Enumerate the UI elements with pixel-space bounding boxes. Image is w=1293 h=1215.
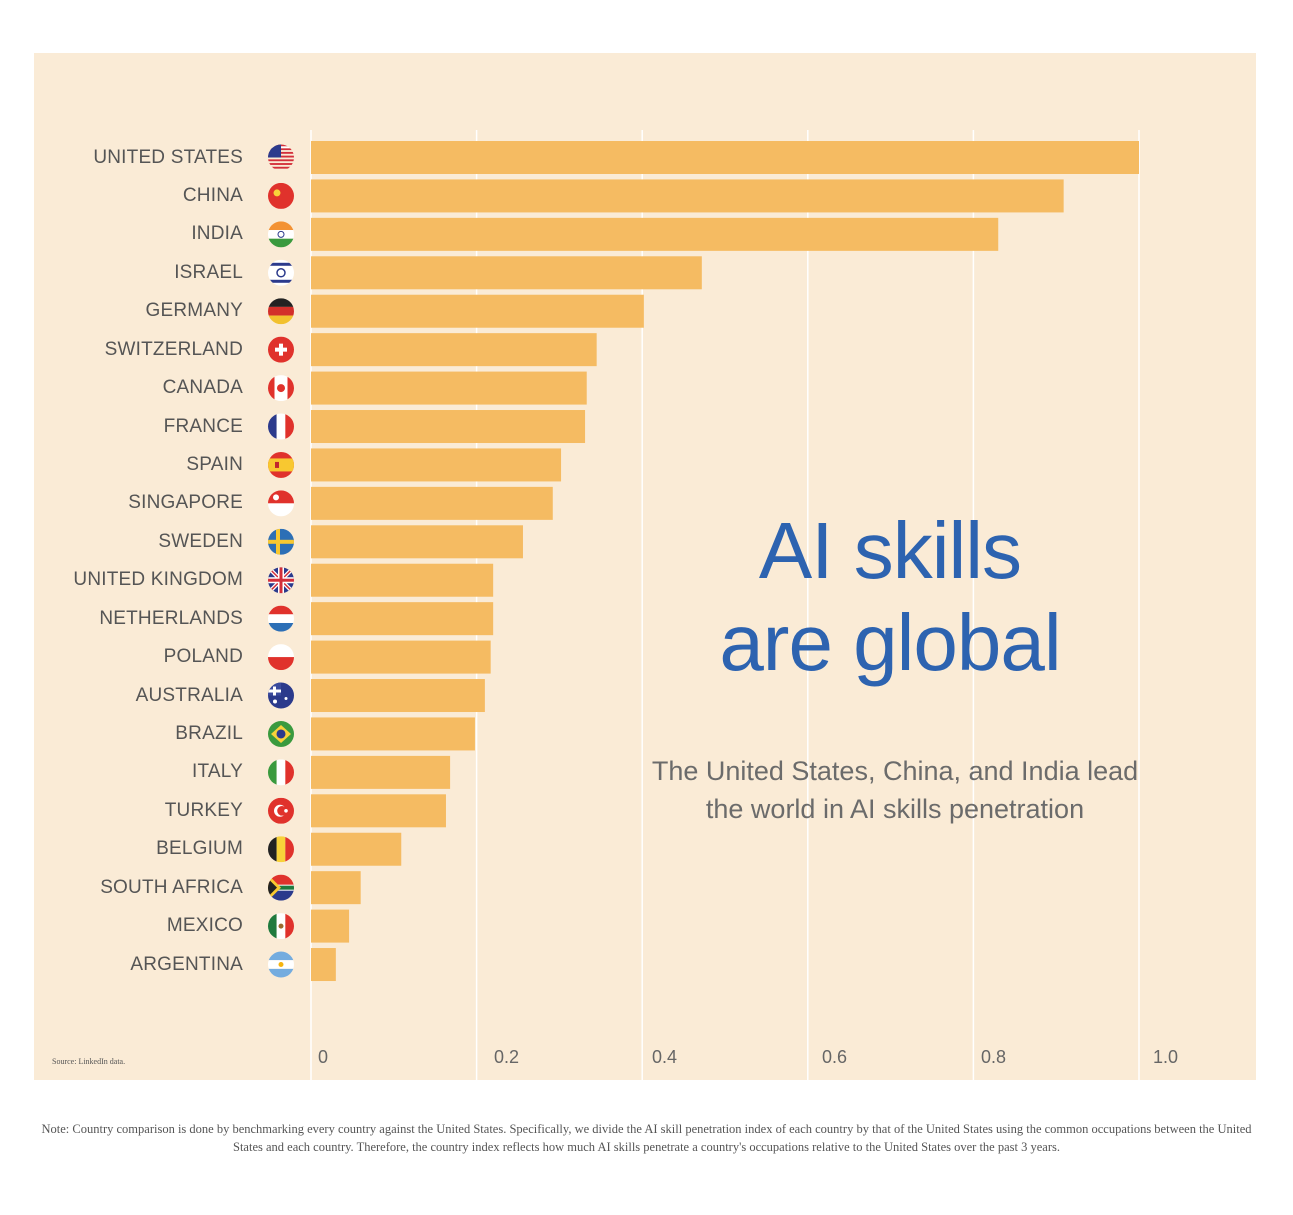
bar	[311, 563, 494, 597]
bar	[311, 410, 586, 444]
netherlands-flag-icon	[268, 605, 294, 632]
india-flag-icon	[268, 221, 294, 248]
bar	[311, 679, 485, 713]
bar	[311, 486, 553, 520]
bar	[311, 640, 491, 674]
chart-title: AI skills are global	[719, 506, 1061, 687]
category-label: FRANCE	[163, 415, 243, 437]
mexico-flag-icon	[268, 913, 294, 940]
bar	[311, 525, 523, 559]
source-note: Source: LinkedIn data.	[52, 1057, 126, 1066]
x-tick-label: 0.8	[981, 1047, 1007, 1067]
bar	[311, 794, 446, 828]
category-label: MEXICO	[166, 915, 243, 937]
canada-flag-icon	[268, 375, 294, 402]
poland-flag-icon	[268, 644, 294, 671]
category-label: POLAND	[163, 646, 243, 668]
bar	[311, 602, 494, 636]
sweden-flag-icon	[268, 528, 294, 555]
bar	[311, 333, 597, 367]
italy-flag-icon	[268, 759, 294, 786]
turkey-flag-icon	[268, 797, 294, 824]
israel-flag-icon	[268, 259, 294, 286]
category-label: CHINA	[182, 184, 243, 206]
bar	[311, 294, 644, 328]
category-label: SWITZERLAND	[104, 338, 243, 360]
australia-flag-icon	[268, 682, 294, 709]
x-tick-label: 0	[318, 1047, 329, 1067]
uk-flag-icon	[268, 567, 294, 594]
bar	[311, 909, 350, 943]
argentina-flag-icon	[268, 951, 294, 978]
category-label: BRAZIL	[175, 722, 243, 744]
switzerland-flag-icon	[268, 336, 294, 363]
footnote: Note: Country comparison is done by benc…	[41, 1122, 1252, 1154]
category-label: TURKEY	[164, 799, 243, 821]
bar	[311, 755, 451, 789]
bar	[311, 948, 336, 982]
singapore-flag-icon	[268, 490, 294, 517]
category-label: UNITED KINGDOM	[73, 569, 243, 591]
category-label: SPAIN	[186, 453, 243, 475]
bar	[311, 141, 1139, 174]
south-africa-flag-icon	[268, 874, 294, 901]
category-label: UNITED STATES	[93, 146, 243, 168]
bar	[311, 256, 702, 290]
chart-subtitle: The United States, China, and India lead…	[651, 756, 1139, 824]
belgium-flag-icon	[268, 836, 294, 863]
category-label: ARGENTINA	[130, 953, 243, 975]
category-label: SWEDEN	[158, 530, 243, 552]
x-tick-label: 0.4	[652, 1047, 678, 1067]
france-flag-icon	[268, 413, 294, 440]
bar	[311, 217, 999, 251]
bar	[311, 371, 587, 405]
category-label: SOUTH AFRICA	[100, 876, 243, 898]
category-label: NETHERLANDS	[99, 607, 243, 629]
category-label: ITALY	[192, 761, 243, 783]
bar	[311, 832, 402, 866]
category-label: INDIA	[191, 223, 243, 245]
category-label: ISRAEL	[174, 261, 243, 283]
x-tick-label: 1.0	[1153, 1047, 1179, 1067]
bar	[311, 717, 475, 751]
brazil-flag-icon	[268, 720, 294, 747]
bar	[311, 871, 361, 905]
x-tick-label: 0.6	[822, 1047, 848, 1067]
category-label: CANADA	[162, 377, 243, 399]
bar	[311, 448, 562, 482]
us-flag-icon	[268, 144, 294, 169]
germany-flag-icon	[268, 298, 294, 325]
category-label: AUSTRALIA	[135, 684, 243, 706]
bar	[311, 179, 1064, 213]
china-flag-icon	[268, 182, 294, 209]
spain-flag-icon	[268, 451, 294, 478]
x-tick-label: 0.2	[494, 1047, 520, 1067]
category-label: BELGIUM	[156, 838, 243, 860]
category-label: SINGAPORE	[128, 492, 243, 514]
category-label: GERMANY	[145, 300, 243, 322]
